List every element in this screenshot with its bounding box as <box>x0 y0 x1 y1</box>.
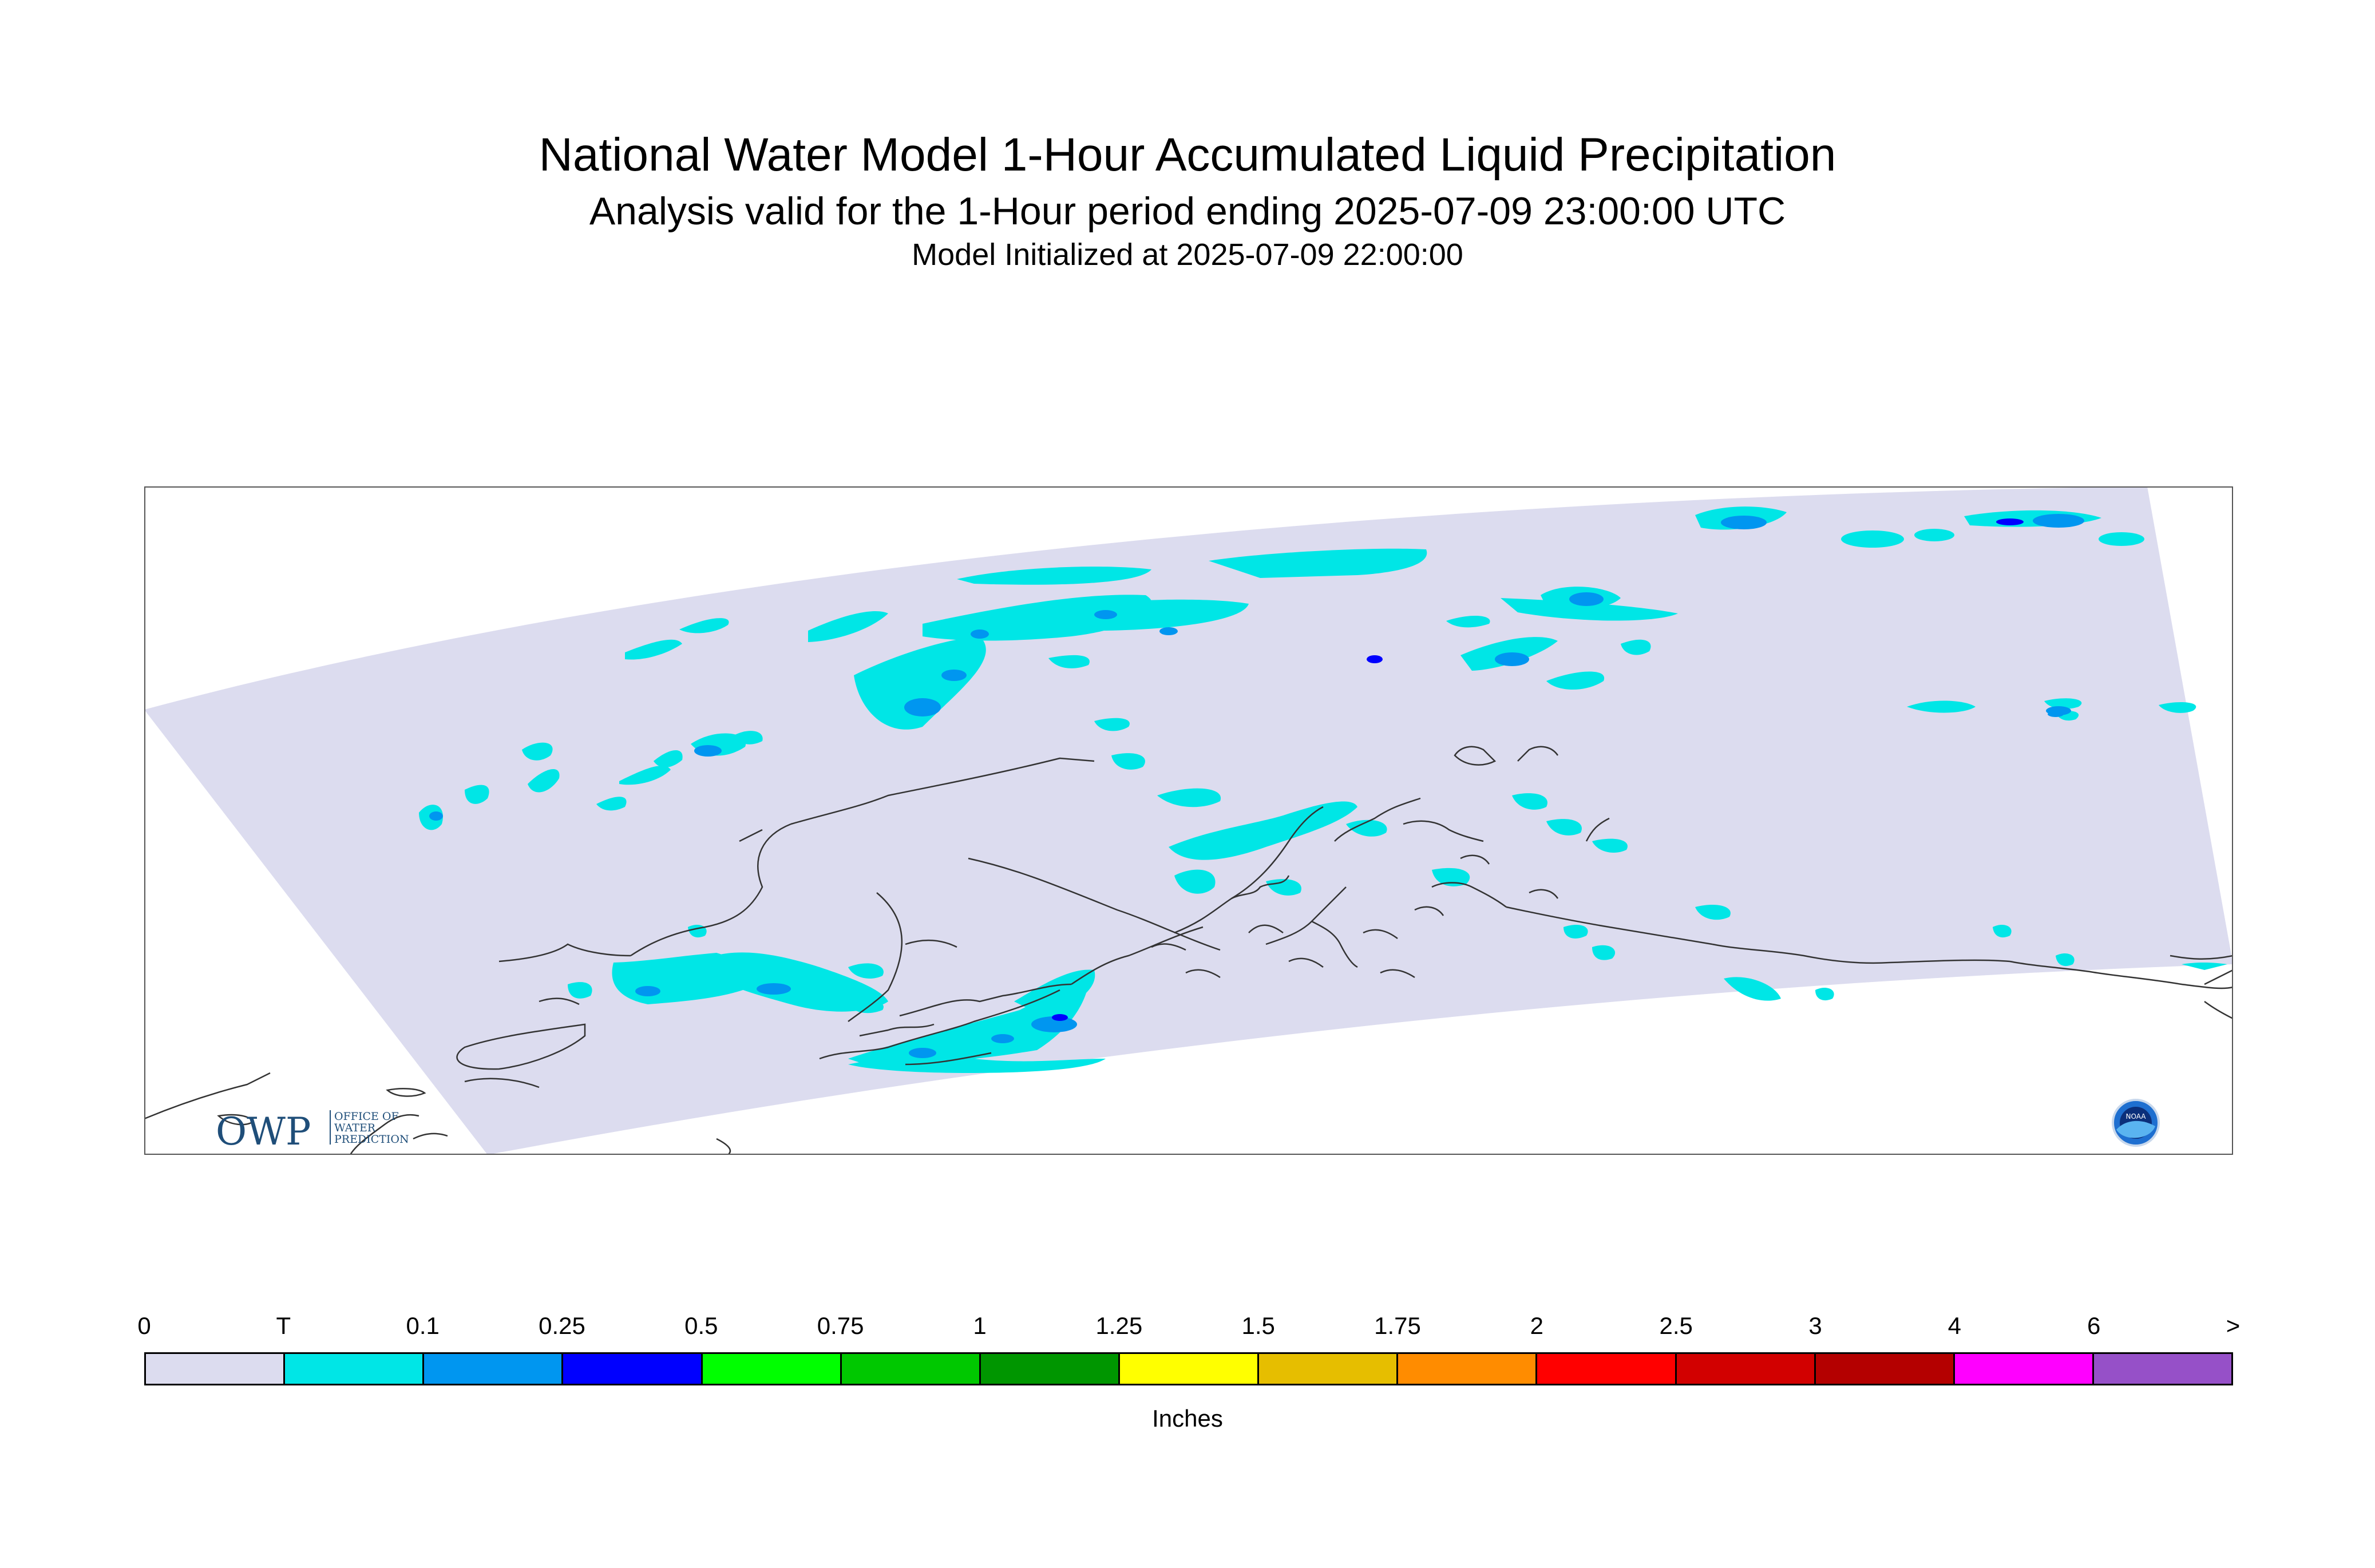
legend-swatch <box>702 1354 842 1384</box>
legend-swatch <box>424 1354 564 1384</box>
legend-swatch <box>1676 1354 1816 1384</box>
legend-swatch <box>1537 1354 1677 1384</box>
legend-tick-label: 3 <box>1808 1312 1822 1339</box>
precipitation-map: OWP OFFICE OF WATER PREDICTION NOAA <box>144 486 2233 1155</box>
legend-swatch <box>563 1354 703 1384</box>
legend-swatch <box>980 1354 1120 1384</box>
legend-swatch <box>1398 1354 1538 1384</box>
legend-tick-label: 0.25 <box>539 1312 585 1339</box>
coastlines <box>144 746 2233 1155</box>
legend-tick-label: 1.5 <box>1241 1312 1275 1339</box>
map-subtitle: Analysis valid for the 1-Hour period end… <box>589 189 1786 233</box>
legend-swatch <box>1815 1354 1955 1384</box>
legend-color-bar <box>144 1352 2233 1385</box>
owp-logo-letters: OWP <box>216 1110 311 1154</box>
owp-logo-line3: PREDICTION <box>334 1133 409 1146</box>
noaa-logo: NOAA <box>2112 1099 2160 1147</box>
legend-swatch <box>1954 1354 2094 1384</box>
legend-tick-label: 2 <box>1530 1312 1544 1339</box>
map-title: National Water Model 1-Hour Accumulated … <box>539 129 1836 181</box>
precip-light-areas <box>429 514 2084 1058</box>
legend-swatch <box>1259 1354 1399 1384</box>
owp-logo: OWP OFFICE OF WATER PREDICTION <box>216 1110 409 1154</box>
legend-tick-label: 0.75 <box>817 1312 864 1339</box>
legend-tick-label: T <box>276 1312 291 1339</box>
legend-tick-label: 4 <box>1948 1312 1962 1339</box>
legend-tick-label: 2.5 <box>1659 1312 1693 1339</box>
legend-tick-label: 6 <box>2087 1312 2101 1339</box>
map-frame <box>144 486 2233 1155</box>
legend-units-label: Inches <box>1152 1405 1223 1432</box>
precip-trace-areas <box>419 506 2227 1073</box>
color-legend: 0 T 0.1 0.25 0.5 0.75 1 1.25 1.5 1.75 2 2.5 3 4 6 > <box>137 1312 2240 1392</box>
legend-swatch <box>1119 1354 1260 1384</box>
legend-tick-label: 1.75 <box>1374 1312 1421 1339</box>
legend-tick-label: 1.25 <box>1095 1312 1143 1339</box>
legend-tick-label: 1 <box>973 1312 987 1339</box>
noaa-logo-text: NOAA <box>2126 1112 2147 1120</box>
legend-swatch <box>285 1354 425 1384</box>
legend-tick-label: 0.1 <box>406 1312 440 1339</box>
legend-tick-label: 0.5 <box>684 1312 718 1339</box>
legend-swatch <box>2093 1354 2232 1384</box>
legend-swatch <box>841 1354 981 1384</box>
precip-moderate-areas <box>1052 518 2024 1021</box>
legend-swatch <box>146 1354 286 1384</box>
legend-tick-label: > <box>2226 1312 2241 1339</box>
legend-tick-label: 0 <box>137 1312 151 1339</box>
owp-logo-line1: OFFICE OF <box>334 1110 399 1123</box>
model-init-time: Model Initialized at 2025-07-09 22:00:00 <box>912 237 1463 272</box>
owp-logo-line2: WATER <box>334 1122 376 1134</box>
